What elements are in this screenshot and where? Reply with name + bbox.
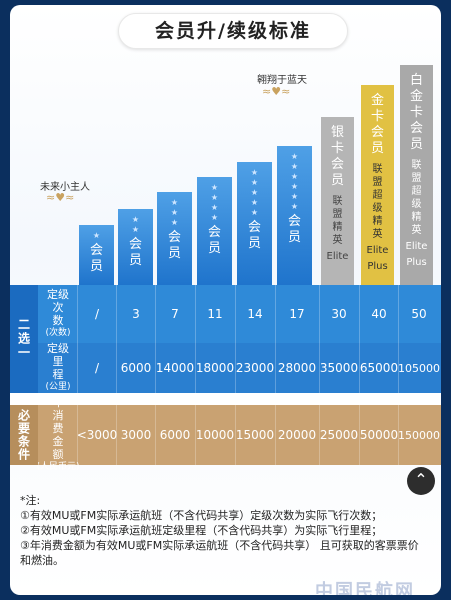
elite-name: 白金卡会员 — [409, 73, 423, 152]
elite-sub: 联盟超级精英 — [411, 160, 422, 236]
note-line: ①有效MU或FM实际承运航班（不含代码共享）定级次数为实际飞行次数； — [20, 509, 383, 522]
tier-bar-elite-2: 金卡会员联盟超级精英 Elite Plus — [361, 85, 394, 285]
star-icons: ★ ★ ★ ★ — [210, 183, 219, 222]
cell-spend-2: 3000 — [120, 428, 152, 442]
watermark: 中国民航网 — [315, 581, 415, 595]
notes-section: *注: ①有效MU或FM实际承运航班（不含代码共享）定级次数为实际飞行次数； ②… — [20, 493, 435, 568]
row-label-segments: 定级次数 (次数) — [45, 288, 71, 338]
note-line: 和燃油。 — [20, 554, 64, 567]
cell-spend-7: 25000 — [319, 428, 359, 442]
either-one-label: 二选一 — [16, 318, 31, 360]
cell-segments-1: / — [94, 307, 100, 321]
wing-label-left: 未来小主人 — [40, 182, 90, 193]
cell-segments-2: 3 — [132, 307, 140, 321]
star-icons: ★ — [92, 231, 101, 240]
tier-bar-member-4: ★ ★ ★ ★ 会员 — [197, 177, 232, 285]
cell-spend-3: 6000 — [159, 428, 191, 442]
star-icons: ★ ★ — [131, 215, 140, 234]
cell-mileage-8: 65000 — [359, 361, 399, 375]
cell-segments-3: 7 — [171, 307, 179, 321]
elite-en: Elite Plus — [366, 245, 389, 272]
cell-segments-6: 17 — [289, 307, 305, 321]
tier-bar-member-2: ★ ★ 会员 — [118, 209, 153, 285]
tier-label: 会员 — [128, 237, 142, 268]
cell-segments-4: 11 — [207, 307, 223, 321]
tier-bar-member-3: ★ ★ ★ 会员 — [157, 192, 192, 285]
cell-mileage-6: 28000 — [277, 361, 317, 375]
note-line: ②有效MU或FM实际承运航班定级里程（不含代码共享）为实际飞行里程； — [20, 524, 383, 537]
required-label: 必要条件 — [16, 409, 31, 461]
tier-bar-elite-1: 银卡会员联盟精英 Elite — [321, 117, 354, 285]
wing-label-right: 翱翔于蓝天 — [257, 75, 307, 86]
cell-mileage-1: / — [94, 361, 100, 375]
cell-spend-4: 10000 — [195, 428, 235, 442]
cell-segments-5: 14 — [247, 307, 263, 321]
star-icons: ★ ★ ★ — [170, 198, 179, 227]
cell-spend-9: 150000 — [398, 428, 440, 442]
cell-segments-7: 30 — [331, 307, 347, 321]
cell-segments-9: 50 — [411, 307, 427, 321]
scroll-up-button[interactable]: ⌃ — [407, 467, 435, 495]
cell-mileage-2: 6000 — [120, 361, 152, 375]
wing-icon-left: ≈♥≈ — [46, 191, 75, 204]
elite-sub: 联盟超级精英 — [372, 164, 383, 240]
star-icons: ★ ★ ★ ★ ★ — [250, 168, 259, 217]
cell-mileage-4: 18000 — [195, 361, 235, 375]
tier-label: 会员 — [167, 230, 181, 261]
tier-bar-member-6: ★ ★ ★ ★ ★ ★ 会员 — [277, 146, 312, 285]
tier-chart: ≈♥≈ 未来小主人 ≈♥≈ 翱翔于蓝天 ★ 会员 ★ ★ 会员 ★ ★ ★ 会员 ★ ★ ★ ★ 会员 ★ ★… — [10, 5, 441, 302]
row-segments: 定级次数 (次数) / 3 7 11 14 17 30 40 50 — [10, 285, 441, 343]
elite-en: Elite — [326, 251, 349, 262]
notes-title: *注: — [20, 494, 41, 507]
tier-label: 会员 — [287, 214, 301, 245]
cell-spend-6: 20000 — [277, 428, 317, 442]
cell-mileage-7: 35000 — [319, 361, 359, 375]
cell-spend-5: 15000 — [235, 428, 275, 442]
cell-segments-8: 40 — [371, 307, 387, 321]
tier-label: 会员 — [247, 220, 261, 251]
cell-mileage-5: 23000 — [235, 361, 275, 375]
elite-en: Elite Plus — [405, 241, 428, 268]
elite-name: 银卡会员 — [330, 125, 344, 188]
tier-bar-elite-3: 白金卡会员联盟超级精英 Elite Plus — [400, 65, 433, 285]
elite-sub: 联盟精英 — [332, 196, 343, 246]
cell-mileage-3: 14000 — [155, 361, 195, 375]
cell-spend-8: 50000 — [359, 428, 399, 442]
row-label-spend: 年消费金额(人民币元) — [36, 396, 80, 472]
elite-name: 金卡会员 — [370, 93, 384, 156]
membership-card: 会员升/续级标准 ≈♥≈ 未来小主人 ≈♥≈ 翱翔于蓝天 ★ 会员 ★ ★ 会员 ★ ★ ★ 会… — [10, 5, 441, 595]
tier-label: 会员 — [207, 225, 221, 256]
star-icons: ★ ★ ★ ★ ★ ★ — [290, 152, 299, 211]
row-mileage: 定级里程 (公里) / 6000 14000 18000 23000 28000 35000 65… — [10, 342, 441, 393]
wing-icon-right: ≈♥≈ — [262, 85, 291, 98]
tier-bar-member-1: ★ 会员 — [79, 225, 114, 285]
row-label-mileage: 定级里程 (公里) — [45, 342, 71, 392]
note-line: ③年消费金额为有效MU或FM实际承运航班（不含代码共享） 且可获取的客票票价 — [20, 539, 419, 552]
tier-bar-member-5: ★ ★ ★ ★ ★ 会员 — [237, 162, 272, 285]
page-title: 会员升/续级标准 — [118, 13, 348, 49]
cell-spend-1: <3000 — [76, 428, 118, 442]
cell-mileage-9: 105000 — [398, 361, 440, 375]
tier-label: 会员 — [89, 243, 103, 274]
